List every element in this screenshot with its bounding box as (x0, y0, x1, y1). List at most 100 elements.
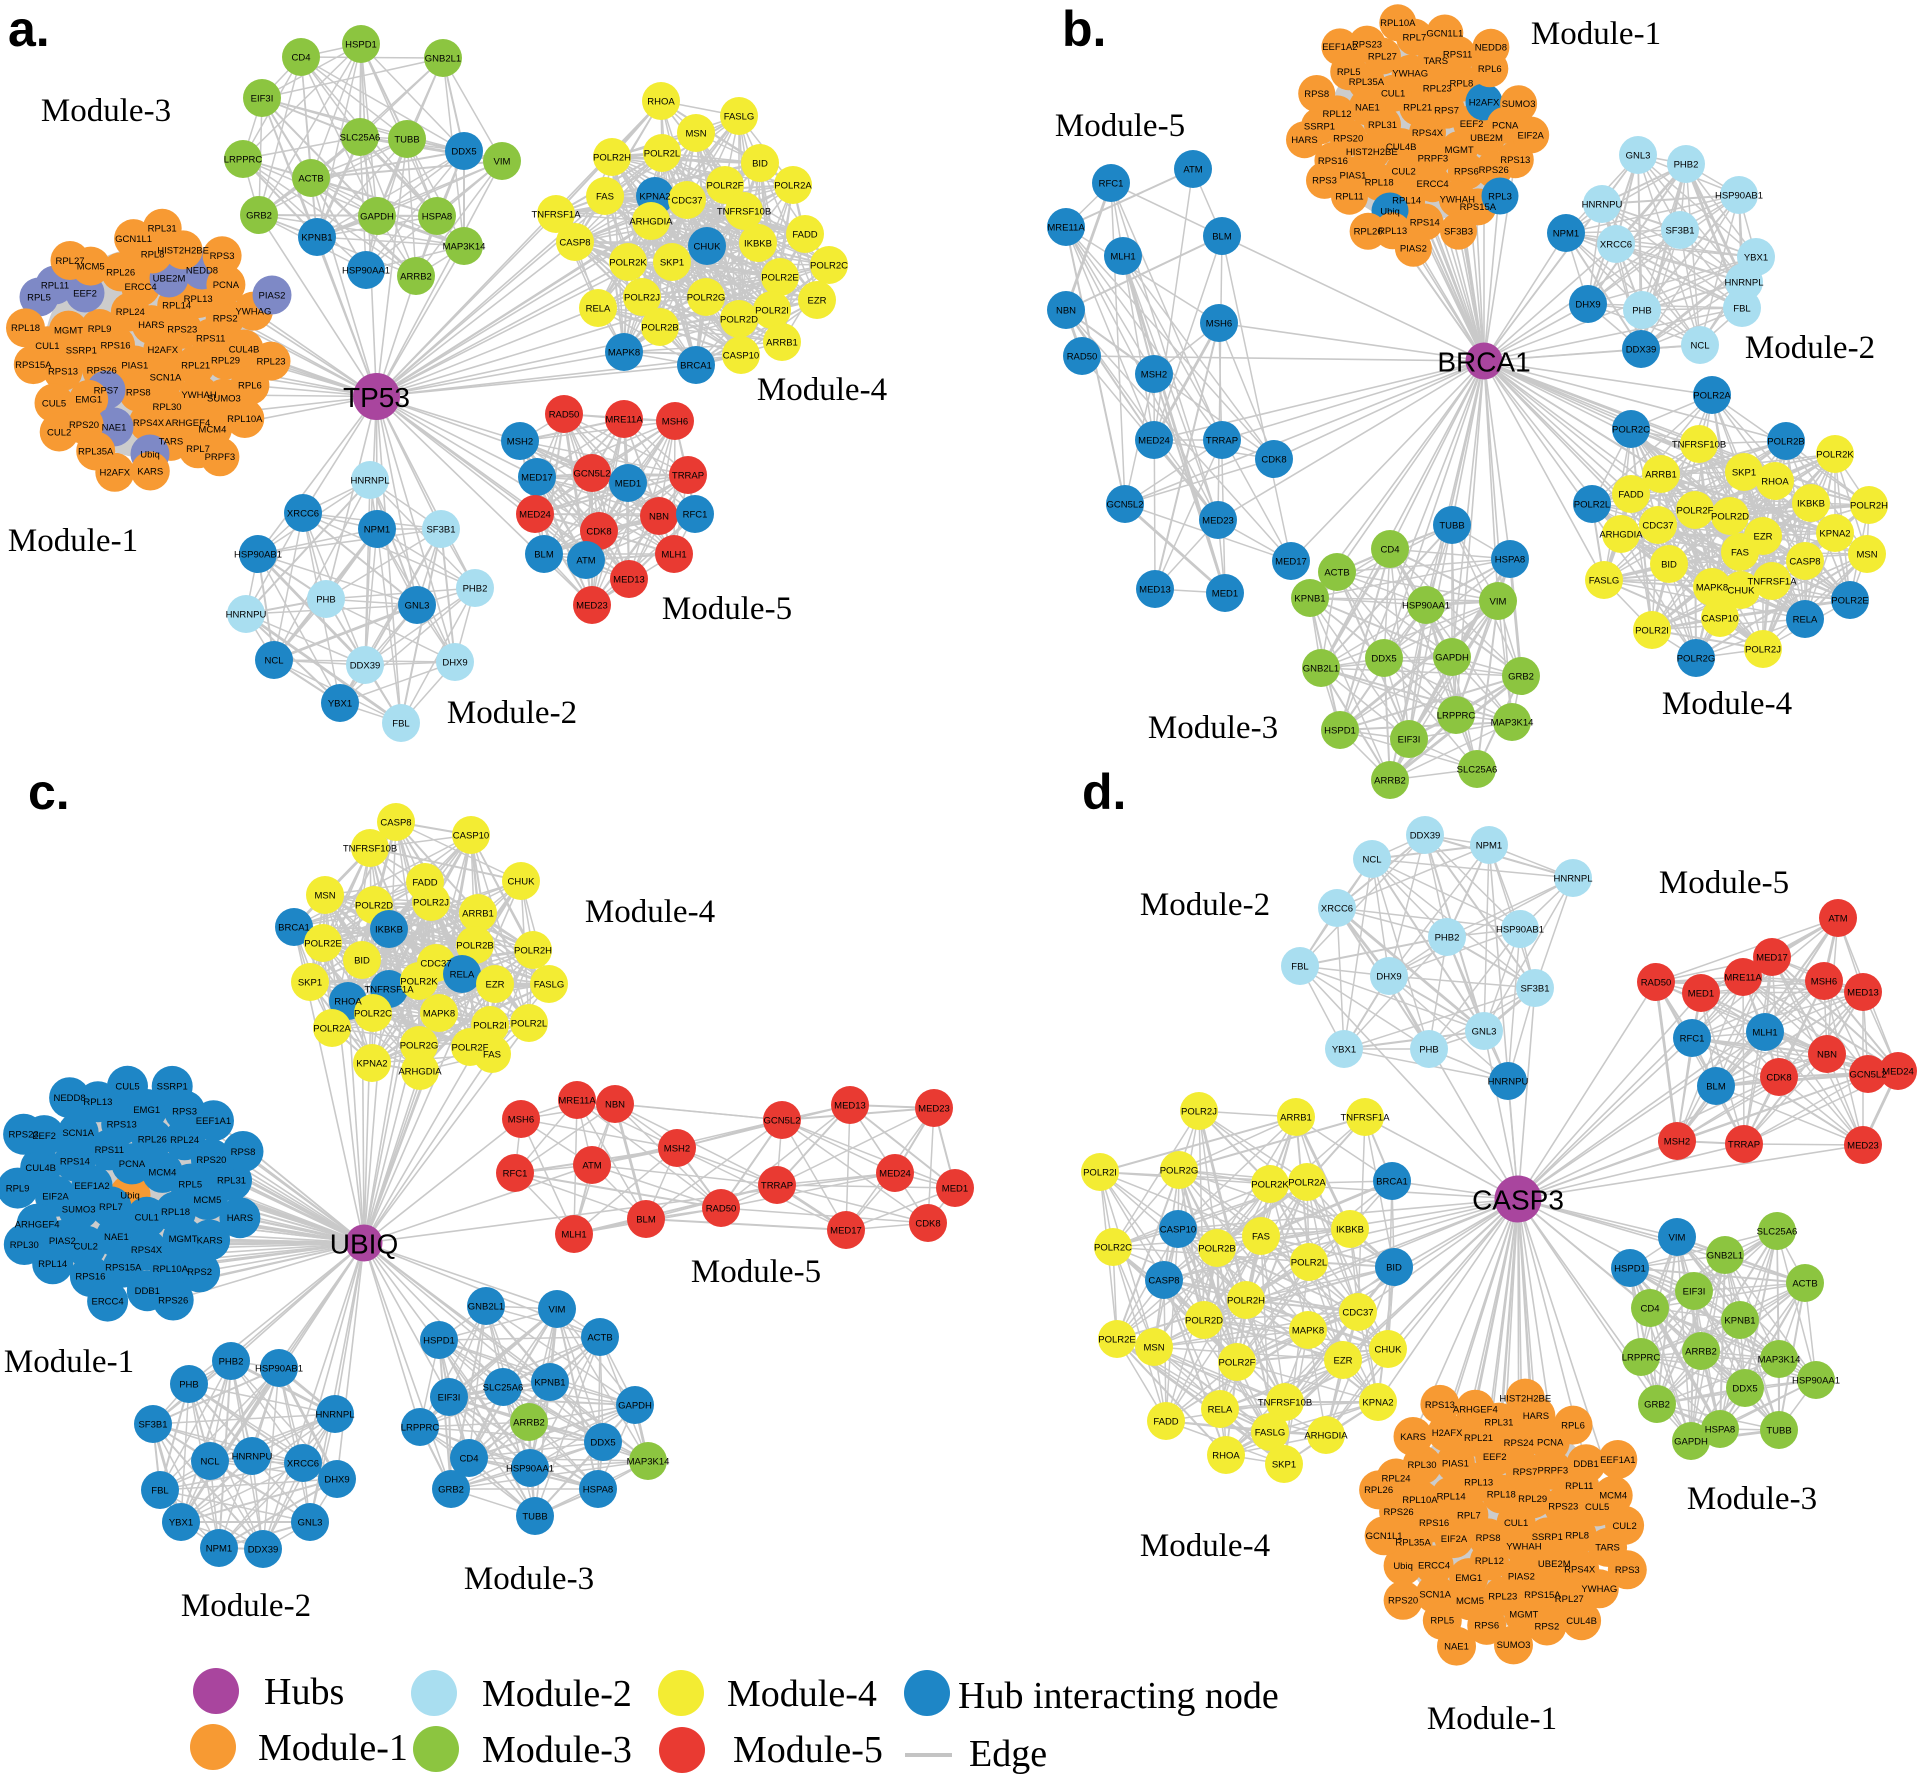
svg-text:DDX39: DDX39 (248, 1544, 279, 1555)
svg-text:RPS8: RPS8 (1304, 89, 1329, 100)
svg-text:CUL1: CUL1 (1381, 89, 1405, 100)
svg-text:EZR: EZR (486, 979, 505, 990)
svg-text:EMG1: EMG1 (133, 1105, 160, 1116)
svg-text:RAD50: RAD50 (1067, 351, 1098, 362)
svg-text:MSN: MSN (685, 128, 706, 139)
svg-text:DDX39: DDX39 (1410, 830, 1441, 841)
svg-text:RPS4X: RPS4X (1564, 1565, 1596, 1576)
svg-text:SUMO3: SUMO3 (62, 1204, 96, 1215)
svg-text:RPS20: RPS20 (69, 420, 99, 431)
svg-text:YWHAG: YWHAG (1392, 69, 1428, 80)
svg-text:RPL29: RPL29 (1518, 1494, 1547, 1505)
svg-text:POLR2B: POLR2B (641, 322, 679, 333)
svg-text:RPL18: RPL18 (161, 1207, 190, 1218)
svg-text:POLR2F: POLR2F (1677, 505, 1714, 516)
svg-text:UBE2M: UBE2M (1470, 133, 1503, 144)
svg-text:MSN: MSN (1856, 549, 1877, 560)
svg-text:POLR2D: POLR2D (1185, 1315, 1223, 1326)
svg-text:RPL35A: RPL35A (1349, 77, 1385, 88)
svg-text:GCN5L2: GCN5L2 (764, 1115, 801, 1126)
svg-text:CASP10: CASP10 (1160, 1224, 1196, 1235)
svg-text:POLR2A: POLR2A (313, 1023, 351, 1034)
svg-text:RPL13: RPL13 (1378, 226, 1407, 237)
svg-text:HIST2H2BE: HIST2H2BE (157, 245, 209, 256)
svg-text:RPS26: RPS26 (87, 365, 117, 376)
svg-text:HNRNPU: HNRNPU (232, 1451, 273, 1462)
svg-text:YWHAH: YWHAH (1440, 194, 1476, 205)
svg-text:CDK8: CDK8 (1766, 1072, 1791, 1083)
svg-text:MED24: MED24 (1882, 1066, 1914, 1077)
svg-text:ATM: ATM (576, 555, 595, 566)
svg-text:EEF1A1: EEF1A1 (196, 1116, 231, 1127)
svg-text:MED1: MED1 (615, 478, 641, 489)
svg-text:ARHGEF4: ARHGEF4 (15, 1220, 60, 1231)
svg-text:TARS: TARS (1423, 56, 1448, 67)
svg-text:MCM4: MCM4 (148, 1168, 176, 1179)
svg-text:RPS23: RPS23 (9, 1130, 39, 1141)
svg-text:Module-4: Module-4 (757, 372, 887, 408)
svg-text:RPS3: RPS3 (1615, 1565, 1640, 1576)
svg-text:RPL8: RPL8 (141, 249, 165, 260)
svg-text:YWHAG: YWHAG (1581, 1584, 1617, 1595)
svg-text:RPL11: RPL11 (1335, 192, 1363, 203)
svg-text:RPL26: RPL26 (1354, 227, 1383, 238)
svg-text:RPS15A: RPS15A (15, 360, 52, 371)
svg-text:RPL23: RPL23 (1423, 84, 1452, 95)
svg-text:FADD: FADD (1153, 1416, 1178, 1427)
svg-text:MLH1: MLH1 (661, 549, 686, 560)
svg-text:POLR2K: POLR2K (400, 976, 438, 987)
svg-text:RPL14: RPL14 (1392, 196, 1421, 207)
svg-text:EIF3I: EIF3I (1398, 734, 1421, 745)
svg-text:RPS11: RPS11 (1443, 50, 1472, 61)
svg-text:ARHGDIA: ARHGDIA (1599, 529, 1643, 540)
svg-text:RPS15A: RPS15A (1460, 202, 1497, 213)
svg-text:HSP90AA1: HSP90AA1 (1792, 1375, 1840, 1386)
svg-text:HARS: HARS (1291, 135, 1317, 146)
svg-text:BLM: BLM (1706, 1081, 1726, 1092)
svg-text:RPL27: RPL27 (1368, 51, 1397, 62)
svg-text:HIST2H2BE: HIST2H2BE (1499, 1393, 1551, 1404)
svg-text:EEF2: EEF2 (1460, 119, 1484, 130)
svg-text:ARHGEF4: ARHGEF4 (1453, 1405, 1498, 1416)
svg-text:CDC37: CDC37 (1342, 1307, 1373, 1318)
svg-text:RPS13: RPS13 (1425, 1400, 1455, 1411)
svg-text:a.: a. (8, 1, 50, 57)
svg-text:RPL14: RPL14 (1437, 1491, 1466, 1502)
svg-text:RPL10A: RPL10A (1380, 18, 1416, 29)
svg-text:FASLG: FASLG (1589, 575, 1620, 586)
svg-text:CUL4B: CUL4B (1566, 1616, 1597, 1627)
svg-text:HSPA8: HSPA8 (1705, 1424, 1735, 1435)
svg-text:HARS: HARS (1523, 1411, 1549, 1422)
svg-text:RPS23: RPS23 (167, 325, 197, 336)
svg-text:PHB: PHB (179, 1379, 199, 1390)
svg-text:MAP3K14: MAP3K14 (1491, 717, 1534, 728)
svg-text:MAP3K14: MAP3K14 (627, 1456, 670, 1467)
svg-text:CUL4B: CUL4B (25, 1163, 56, 1174)
svg-text:RELA: RELA (450, 969, 475, 980)
svg-text:RPS24: RPS24 (1504, 1438, 1534, 1449)
svg-text:MSH6: MSH6 (1811, 976, 1837, 987)
svg-text:PHB: PHB (316, 594, 336, 605)
svg-text:RPS23: RPS23 (1352, 39, 1382, 50)
svg-text:GNL3: GNL3 (1472, 1026, 1497, 1037)
svg-text:CUL1: CUL1 (1504, 1518, 1528, 1529)
svg-text:YWHAG: YWHAG (235, 306, 271, 317)
svg-text:XRCC6: XRCC6 (287, 1458, 319, 1469)
svg-text:GCN5L2: GCN5L2 (574, 468, 611, 479)
svg-text:Ubiq: Ubiq (1380, 206, 1400, 217)
svg-text:MAPK8: MAPK8 (1696, 582, 1728, 593)
svg-text:RPS3: RPS3 (210, 251, 235, 262)
svg-text:HSPA8: HSPA8 (422, 211, 452, 222)
svg-text:CUL5: CUL5 (1585, 1502, 1609, 1513)
svg-text:MAPK8: MAPK8 (423, 1008, 455, 1019)
svg-text:RPL7: RPL7 (99, 1202, 123, 1213)
svg-text:CUL4B: CUL4B (1386, 142, 1417, 153)
svg-text:RPL3: RPL3 (1488, 191, 1512, 202)
svg-text:KPNA2: KPNA2 (639, 191, 670, 202)
svg-text:UBE2M: UBE2M (153, 273, 186, 284)
svg-text:MRE11A: MRE11A (605, 414, 643, 425)
svg-text:POLR2L: POLR2L (644, 148, 680, 159)
svg-text:POLR2C: POLR2C (354, 1008, 392, 1019)
svg-text:HSPD1: HSPD1 (1614, 1263, 1646, 1274)
svg-text:BRCA1: BRCA1 (680, 360, 712, 371)
